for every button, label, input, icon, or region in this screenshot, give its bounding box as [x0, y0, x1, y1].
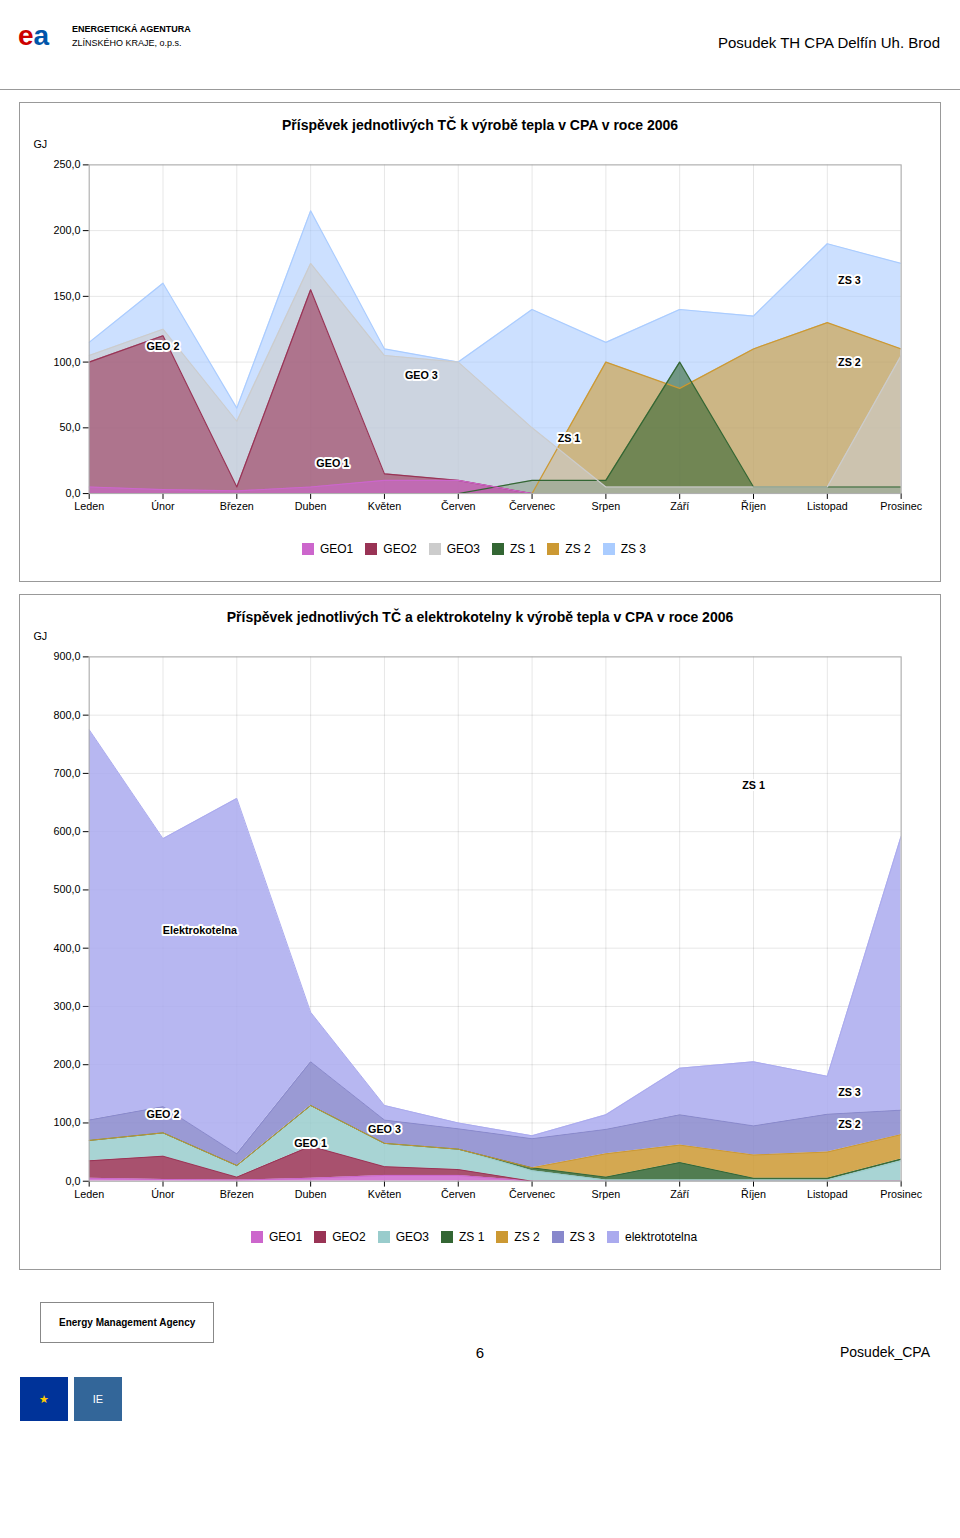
html-text:IE: IE [92, 1393, 104, 1406]
svg-text:Duben: Duben [295, 500, 327, 512]
svg-text:Červenec: Červenec [509, 1188, 556, 1200]
html-text:GEO1: GEO1 [319, 541, 354, 556]
svg-text:600,0: 600,0 [53, 825, 80, 837]
svg-text:Říjen: Říjen [741, 1188, 766, 1200]
html-text:GEO2: GEO2 [383, 541, 417, 556]
svg-text:Září: Září [670, 1188, 689, 1200]
svg-text:GJ: GJ [33, 138, 47, 150]
svg-text:Květen: Květen [368, 1188, 401, 1200]
svg-text:Prosinec: Prosinec [880, 1188, 922, 1200]
svg-text:100,0: 100,0 [53, 1117, 80, 1129]
svg-text:250,0: 250,0 [53, 158, 80, 170]
svg-text:ZS 2: ZS 2 [838, 356, 861, 368]
html-text:GEO2: GEO2 [332, 1229, 366, 1244]
svg-text:GEO 1: GEO 1 [316, 457, 349, 469]
svg-text:Listopad: Listopad [807, 500, 848, 512]
svg-text:50,0: 50,0 [59, 421, 80, 433]
svg-text:800,0: 800,0 [53, 709, 80, 721]
svg-text:Květen: Květen [368, 500, 401, 512]
html-text:Příspěvek jednotlivých TČ a el: Příspěvek jednotlivých TČ a elektrokotel… [226, 609, 734, 626]
svg-text:Červen: Červen [441, 500, 476, 512]
svg-text:Leden: Leden [74, 500, 104, 512]
html-text:6: 6 [475, 1344, 485, 1362]
html-text:ZLÍNSKÉHO KRAJE, o.p.s.: ZLÍNSKÉHO KRAJE, o.p.s. [72, 38, 182, 48]
html-text:elektrototelna: elektrototelna [625, 1229, 698, 1244]
html-text:GEO1: GEO1 [268, 1229, 303, 1244]
svg-text:Září: Září [670, 500, 689, 512]
svg-text:400,0: 400,0 [53, 942, 80, 954]
html-text:Posudek TH CPA Delfín Uh. Brod: Posudek TH CPA Delfín Uh. Brod [717, 34, 940, 51]
svg-text:Červenec: Červenec [509, 500, 556, 512]
svg-text:GEO 3: GEO 3 [405, 369, 438, 381]
svg-text:300,0: 300,0 [53, 1000, 80, 1012]
svg-text:200,0: 200,0 [53, 224, 80, 236]
html-text:Energy Management Agency: Energy Management Agency [59, 1317, 196, 1329]
svg-text:Srpen: Srpen [592, 1188, 621, 1200]
svg-text:ZS 1: ZS 1 [558, 432, 581, 444]
svg-text:Červen: Červen [441, 1188, 476, 1200]
svg-text:150,0: 150,0 [53, 290, 80, 302]
html-text:ZS 2: ZS 2 [514, 1229, 540, 1244]
svg-text:GJ: GJ [33, 630, 47, 642]
html-text:ENERGETICKÁ AGENTURA: ENERGETICKÁ AGENTURA [72, 24, 191, 34]
svg-text:Listopad: Listopad [807, 1188, 848, 1200]
svg-text:GEO 3: GEO 3 [368, 1124, 401, 1136]
svg-text:Březen: Březen [220, 1188, 254, 1200]
html-text:ZS 2: ZS 2 [565, 541, 591, 556]
html-text:ZS 3: ZS 3 [620, 541, 646, 556]
html-text:ZS 1: ZS 1 [459, 1229, 485, 1244]
svg-text:Prosinec: Prosinec [880, 500, 922, 512]
svg-text:ZS 3: ZS 3 [838, 1086, 861, 1098]
svg-text:GEO 1: GEO 1 [294, 1137, 327, 1149]
html-text:GEO3: GEO3 [446, 541, 480, 556]
svg-text:ZS 1: ZS 1 [742, 779, 765, 791]
svg-text:Březen: Březen [220, 500, 254, 512]
html-text:Příspěvek jednotlivých TČ k vý: Příspěvek jednotlivých TČ k výrobě tepla… [282, 117, 678, 133]
svg-text:0,0: 0,0 [65, 487, 80, 499]
svg-text:500,0: 500,0 [53, 884, 80, 896]
svg-text:ZS 3: ZS 3 [838, 274, 861, 286]
svg-text:Elektrokotelna: Elektrokotelna [163, 924, 238, 936]
html-text:Posudek_CPA: Posudek_CPA [840, 1344, 930, 1361]
html-text:GEO3: GEO3 [395, 1229, 429, 1244]
svg-text:ZS 2: ZS 2 [838, 1118, 861, 1130]
svg-text:Duben: Duben [295, 1188, 327, 1200]
svg-text:700,0: 700,0 [53, 767, 80, 779]
svg-text:Říjen: Říjen [741, 500, 766, 512]
svg-text:0,0: 0,0 [65, 1175, 80, 1187]
svg-text:Leden: Leden [74, 1188, 104, 1200]
svg-text:Únor: Únor [151, 500, 175, 512]
svg-text:GEO 2: GEO 2 [147, 1108, 180, 1120]
svg-text:200,0: 200,0 [53, 1058, 80, 1070]
html-text:ZS 3: ZS 3 [569, 1229, 595, 1244]
svg-text:GEO 2: GEO 2 [147, 340, 180, 352]
html-text:e a: e a [18, 20, 50, 51]
html-text:ZS 1: ZS 1 [510, 541, 536, 556]
svg-text:100,0: 100,0 [53, 356, 80, 368]
svg-text:Srpen: Srpen [592, 500, 621, 512]
svg-text:Únor: Únor [151, 1188, 175, 1200]
svg-text:900,0: 900,0 [53, 651, 80, 663]
